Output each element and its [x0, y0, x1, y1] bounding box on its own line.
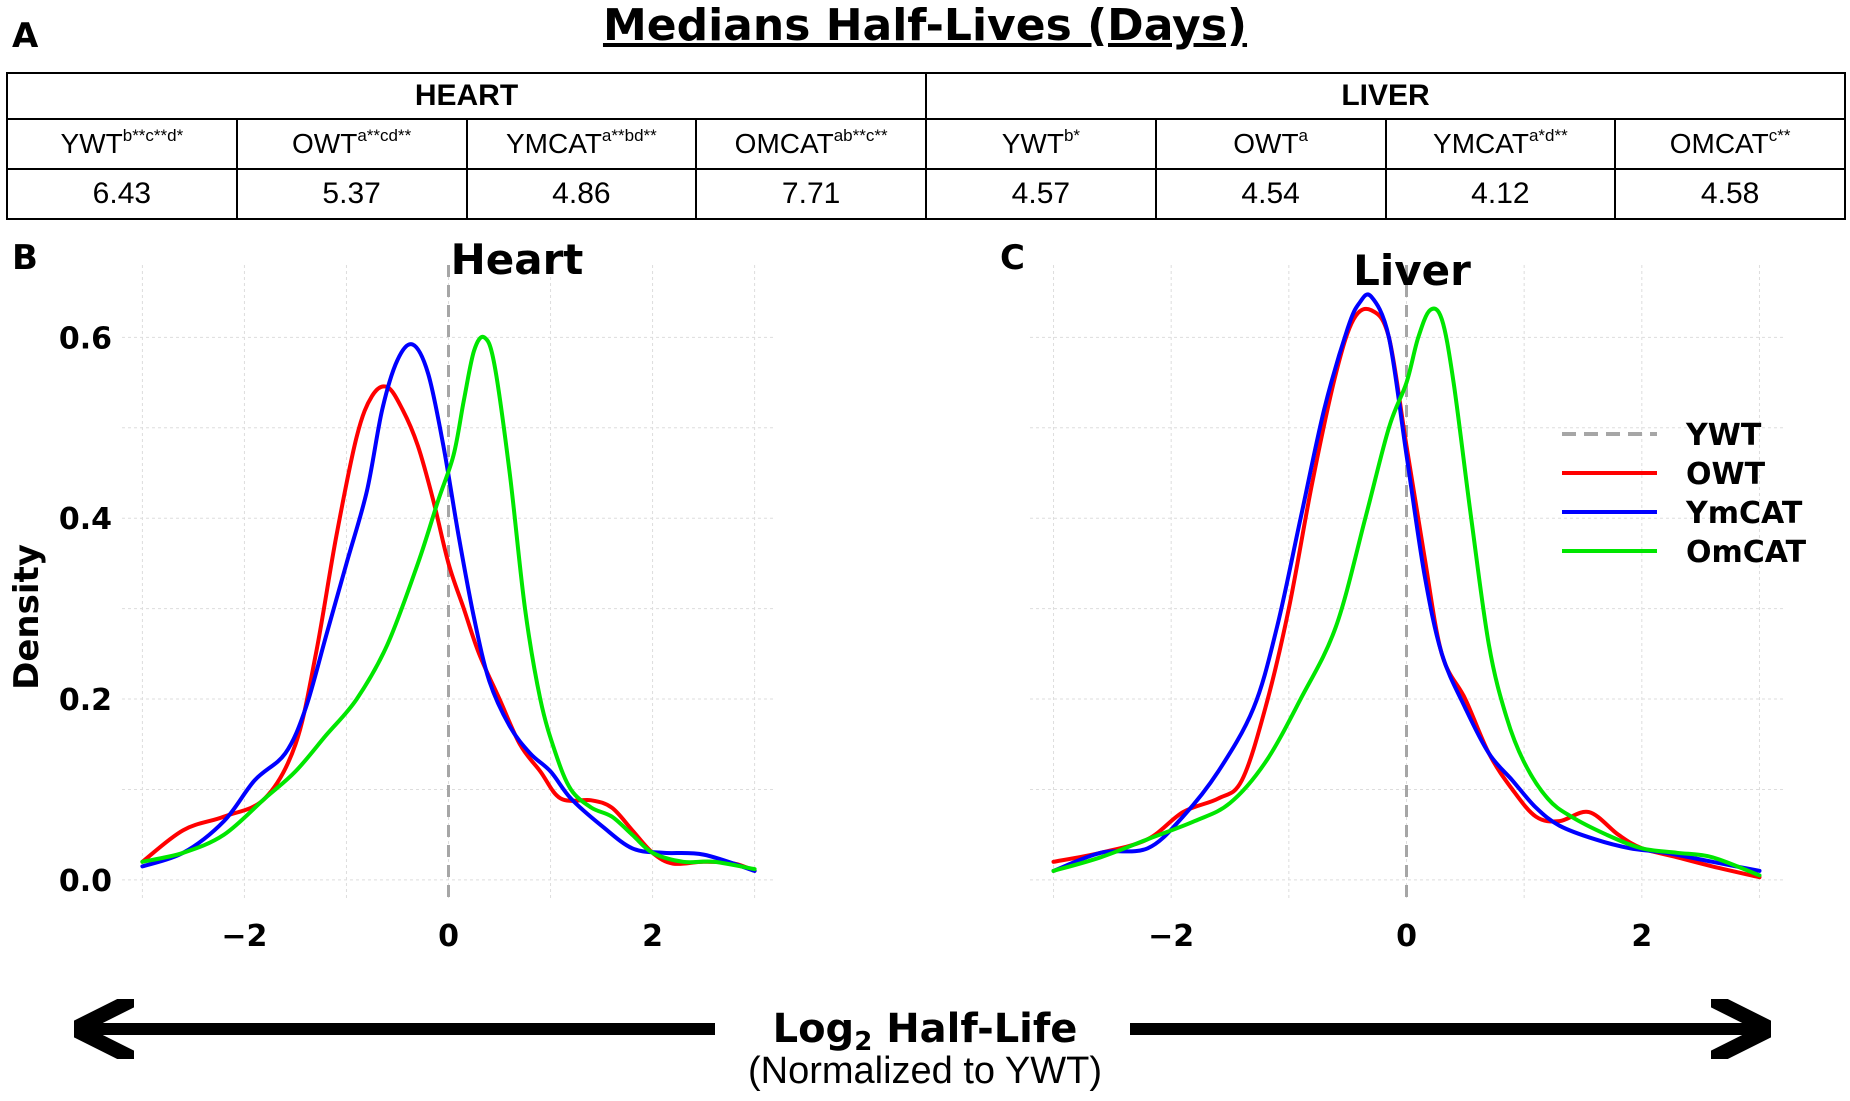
header-base: OWT	[1233, 128, 1299, 159]
panel-label-a: A	[12, 16, 39, 56]
header-cell: OWTa**cd**	[235, 118, 468, 170]
x-tick-label: −2	[1148, 919, 1194, 954]
plot-title: Liver	[1353, 246, 1471, 295]
table-header-row: YWTb**c**d* OWTa**cd** YMCATa**bd** OMCA…	[6, 118, 1846, 170]
header-cell: OMCATab**c**	[695, 118, 927, 170]
legend-label-owt: OWT	[1686, 457, 1766, 492]
header-sup: a*d**	[1528, 126, 1568, 145]
header-cell: YWTb*	[925, 118, 1157, 170]
header-sup: b**c**d*	[122, 126, 184, 145]
header-base: YMCAT	[506, 128, 602, 159]
y-tick-label: 0.4	[59, 502, 112, 537]
value-cell: 4.12	[1384, 168, 1617, 220]
header-cell: OWTa	[1154, 118, 1387, 170]
value-cell: 6.43	[6, 168, 238, 220]
header-sup: b*	[1063, 126, 1081, 145]
header-sup: a**bd**	[601, 126, 657, 145]
header-sup: a	[1298, 126, 1309, 145]
header-base: OMCAT	[1669, 128, 1769, 159]
y-tick-label: 0.6	[59, 321, 112, 356]
value-cell: 4.58	[1614, 168, 1846, 220]
x-tick-label: 0	[1396, 919, 1417, 954]
series-line-omcat	[140, 334, 757, 872]
header-base: OMCAT	[734, 128, 834, 159]
value-cell: 7.71	[695, 168, 927, 220]
group-liver: LIVER	[925, 72, 1846, 120]
header-cell: YMCATa**bd**	[465, 118, 698, 170]
x-tick-label: 2	[642, 919, 663, 954]
y-axis-label: Density	[7, 544, 47, 690]
liver-plot: −2 0 2 Liver	[1030, 246, 1783, 954]
x-axis-label-rest: Half-Life	[872, 1006, 1078, 1052]
value-cell: 4.57	[925, 168, 1157, 220]
x-axis-label-subscript: 2	[854, 1027, 873, 1057]
header-cell: YWTb**c**d*	[6, 118, 238, 170]
y-tick-label: 0.2	[59, 683, 112, 718]
header-sup: c**	[1768, 126, 1791, 145]
header-cell: YMCATa*d**	[1384, 118, 1617, 170]
panel-label-b: B	[12, 238, 38, 278]
value-cell: 4.86	[465, 168, 698, 220]
value-cell: 4.54	[1154, 168, 1387, 220]
table-group-row: HEART LIVER	[6, 72, 1846, 120]
group-heart: HEART	[6, 72, 927, 120]
legend-label-ywt: YWT	[1685, 418, 1762, 453]
value-cell: 5.37	[235, 168, 468, 220]
heart-plot: −2 0 2 0.0 0.2 0.4 0.6 Heart	[59, 235, 775, 954]
table-value-row: 6.43 5.37 4.86 7.71 4.57 4.54 4.12 4.58	[6, 168, 1846, 220]
x-axis-label: Log2 Half-Life	[0, 1006, 1850, 1065]
legend-label-omcat: OmCAT	[1686, 535, 1807, 570]
header-base: YWT	[60, 128, 123, 159]
header-sup: a**cd**	[357, 126, 412, 145]
x-tick-label: 2	[1631, 919, 1652, 954]
series-line-ymcat	[1051, 292, 1762, 873]
header-base: OWT	[292, 128, 358, 159]
legend-label-ymcat: YmCAT	[1685, 496, 1803, 531]
header-base: YMCAT	[1433, 128, 1529, 159]
header-sup: ab**c**	[833, 126, 888, 145]
series-line-ymcat	[140, 342, 757, 873]
x-tick-label: 0	[438, 919, 459, 954]
x-axis-note: (Normalized to YWT)	[747, 1050, 1103, 1092]
y-tick-label: 0.0	[59, 864, 112, 899]
panel-label-c: C	[1000, 238, 1025, 278]
header-base: YWT	[1001, 128, 1064, 159]
x-axis-label-log: Log	[772, 1006, 855, 1052]
legend: YWT OWT YmCAT OmCAT	[1562, 418, 1807, 570]
x-tick-label: −2	[221, 919, 267, 954]
plot-title: Heart	[451, 235, 584, 284]
median-half-lives-table: HEART LIVER YWTb**c**d* OWTa**cd** YMCAT…	[6, 72, 1846, 220]
header-cell: OMCATc**	[1614, 118, 1846, 170]
table-title: Medians Half-Lives (Days)	[602, 0, 1248, 51]
series-line-omcat	[1051, 306, 1762, 878]
